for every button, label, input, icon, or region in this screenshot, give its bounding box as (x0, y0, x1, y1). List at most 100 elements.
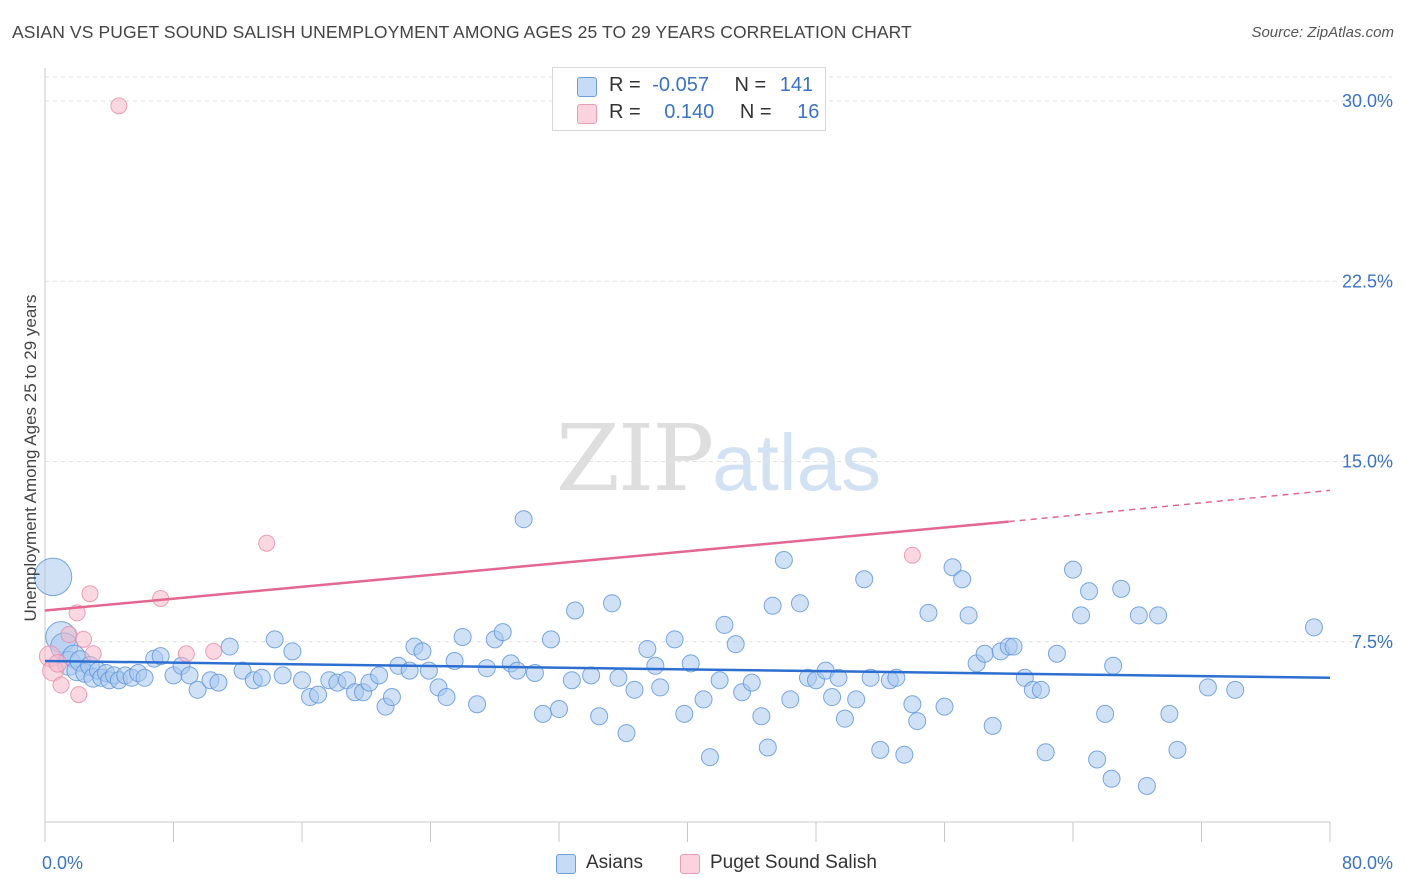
asians-point (1226, 680, 1245, 699)
asians-point (700, 748, 719, 767)
asians-point (603, 594, 622, 613)
y-tick-label: 15.0% (1342, 452, 1393, 472)
asians-point (590, 707, 609, 726)
salish-point (48, 654, 68, 673)
legend-swatch-salish (577, 104, 597, 124)
salish-point (84, 645, 102, 663)
asians-point (1129, 606, 1148, 625)
asians-point (151, 647, 170, 666)
watermark: ZIPatlas (556, 405, 881, 512)
y-tick-label: 30.0% (1342, 91, 1393, 111)
asians-point (1031, 680, 1050, 699)
tick-labels: 7.5% 15.0% 22.5% 30.0% 0.0% 80.0% (42, 91, 1393, 873)
asians-point (493, 623, 512, 642)
asians-point (533, 704, 552, 723)
asians-point (370, 666, 389, 685)
asians-point (646, 656, 665, 675)
legend-r-value-asians: -0.057 (652, 74, 709, 96)
legend-r-value-salish: 0.140 (664, 101, 715, 123)
asians-point (903, 695, 922, 714)
y-axis-label: Unemployment Among Ages 25 to 29 years (21, 295, 40, 622)
x-tick-label: 80.0% (1342, 853, 1393, 873)
asians-point (293, 671, 311, 690)
watermark-zip: ZIP (556, 405, 714, 512)
legend-swatch-asians (577, 77, 597, 97)
trend-lines (44, 489, 1331, 680)
asians-point (638, 639, 657, 658)
asians-point (935, 697, 954, 716)
legend-swatch-asians (556, 854, 576, 874)
asians-point (283, 642, 302, 661)
asians-point (835, 709, 854, 728)
asians-point (715, 615, 734, 634)
x-tick-label: 0.0% (42, 853, 83, 873)
asians-trend-line (44, 659, 1331, 680)
salish-point (81, 585, 99, 603)
salish-point (75, 630, 93, 648)
asians-point (983, 716, 1002, 735)
asians-point (763, 596, 782, 615)
asians-point (953, 570, 972, 589)
legend-n-label: N = (739, 101, 772, 123)
asians-point (617, 724, 636, 743)
axes (44, 68, 1331, 842)
asians-point (1149, 606, 1168, 625)
asians-point (413, 642, 432, 661)
asians-point (135, 668, 154, 687)
asians-point (790, 594, 809, 613)
salish-point (110, 97, 128, 115)
salish-point (205, 642, 223, 660)
asians-point (1198, 678, 1217, 697)
asians-point (508, 661, 527, 680)
asians-point (541, 630, 560, 649)
asians-point (382, 688, 401, 707)
asians-point (1096, 704, 1115, 723)
asians-point (975, 644, 994, 663)
y-tick-label: 22.5% (1342, 271, 1393, 291)
asians-point (609, 668, 628, 687)
asians-point (209, 673, 228, 692)
legend-n-label: N = (734, 74, 767, 96)
asians-point (625, 680, 644, 699)
asians-point (681, 654, 700, 673)
asians-point (1080, 582, 1099, 601)
y-tick-label: 7.5% (1352, 632, 1393, 652)
salish-point (52, 676, 70, 694)
watermark-atlas: atlas (712, 418, 882, 507)
asians-point (1004, 637, 1023, 656)
asians-point (694, 690, 713, 709)
asians-point (188, 680, 207, 699)
salish-trend-extension (1008, 489, 1331, 523)
salish-point (60, 626, 78, 644)
asians-point (1047, 644, 1066, 663)
legend-r-label: R = (609, 101, 641, 123)
asians-point (1072, 606, 1091, 625)
asians-point (1168, 740, 1187, 759)
asians-point (252, 668, 271, 687)
asians-point (1304, 618, 1323, 637)
salish-point (70, 686, 88, 704)
asians-point (855, 570, 874, 589)
asians-point (943, 558, 962, 577)
source-credit: Source: ZipAtlas.com (1251, 24, 1394, 41)
asians-point (887, 668, 906, 687)
legend-r-label: R = (609, 74, 641, 96)
asians-point (1112, 579, 1131, 598)
series-asians-points (33, 510, 1323, 795)
correlation-legend: R = -0.057 N = 141 R = 0.140 N = 16 (552, 67, 826, 131)
asians-point (1064, 560, 1082, 579)
asians-point (1036, 743, 1055, 762)
asians-point (742, 673, 761, 692)
salish-trend-line (44, 520, 1009, 612)
asians-point (847, 690, 866, 709)
asians-point (265, 630, 284, 649)
asians-point (525, 664, 544, 682)
asians-point (33, 557, 73, 597)
salish-point (903, 546, 921, 564)
asians-point (1088, 750, 1107, 769)
asians-point (908, 712, 927, 731)
asians-point (758, 738, 777, 757)
salish-point (258, 534, 276, 552)
asians-point (1137, 776, 1156, 795)
asians-point (871, 740, 890, 759)
